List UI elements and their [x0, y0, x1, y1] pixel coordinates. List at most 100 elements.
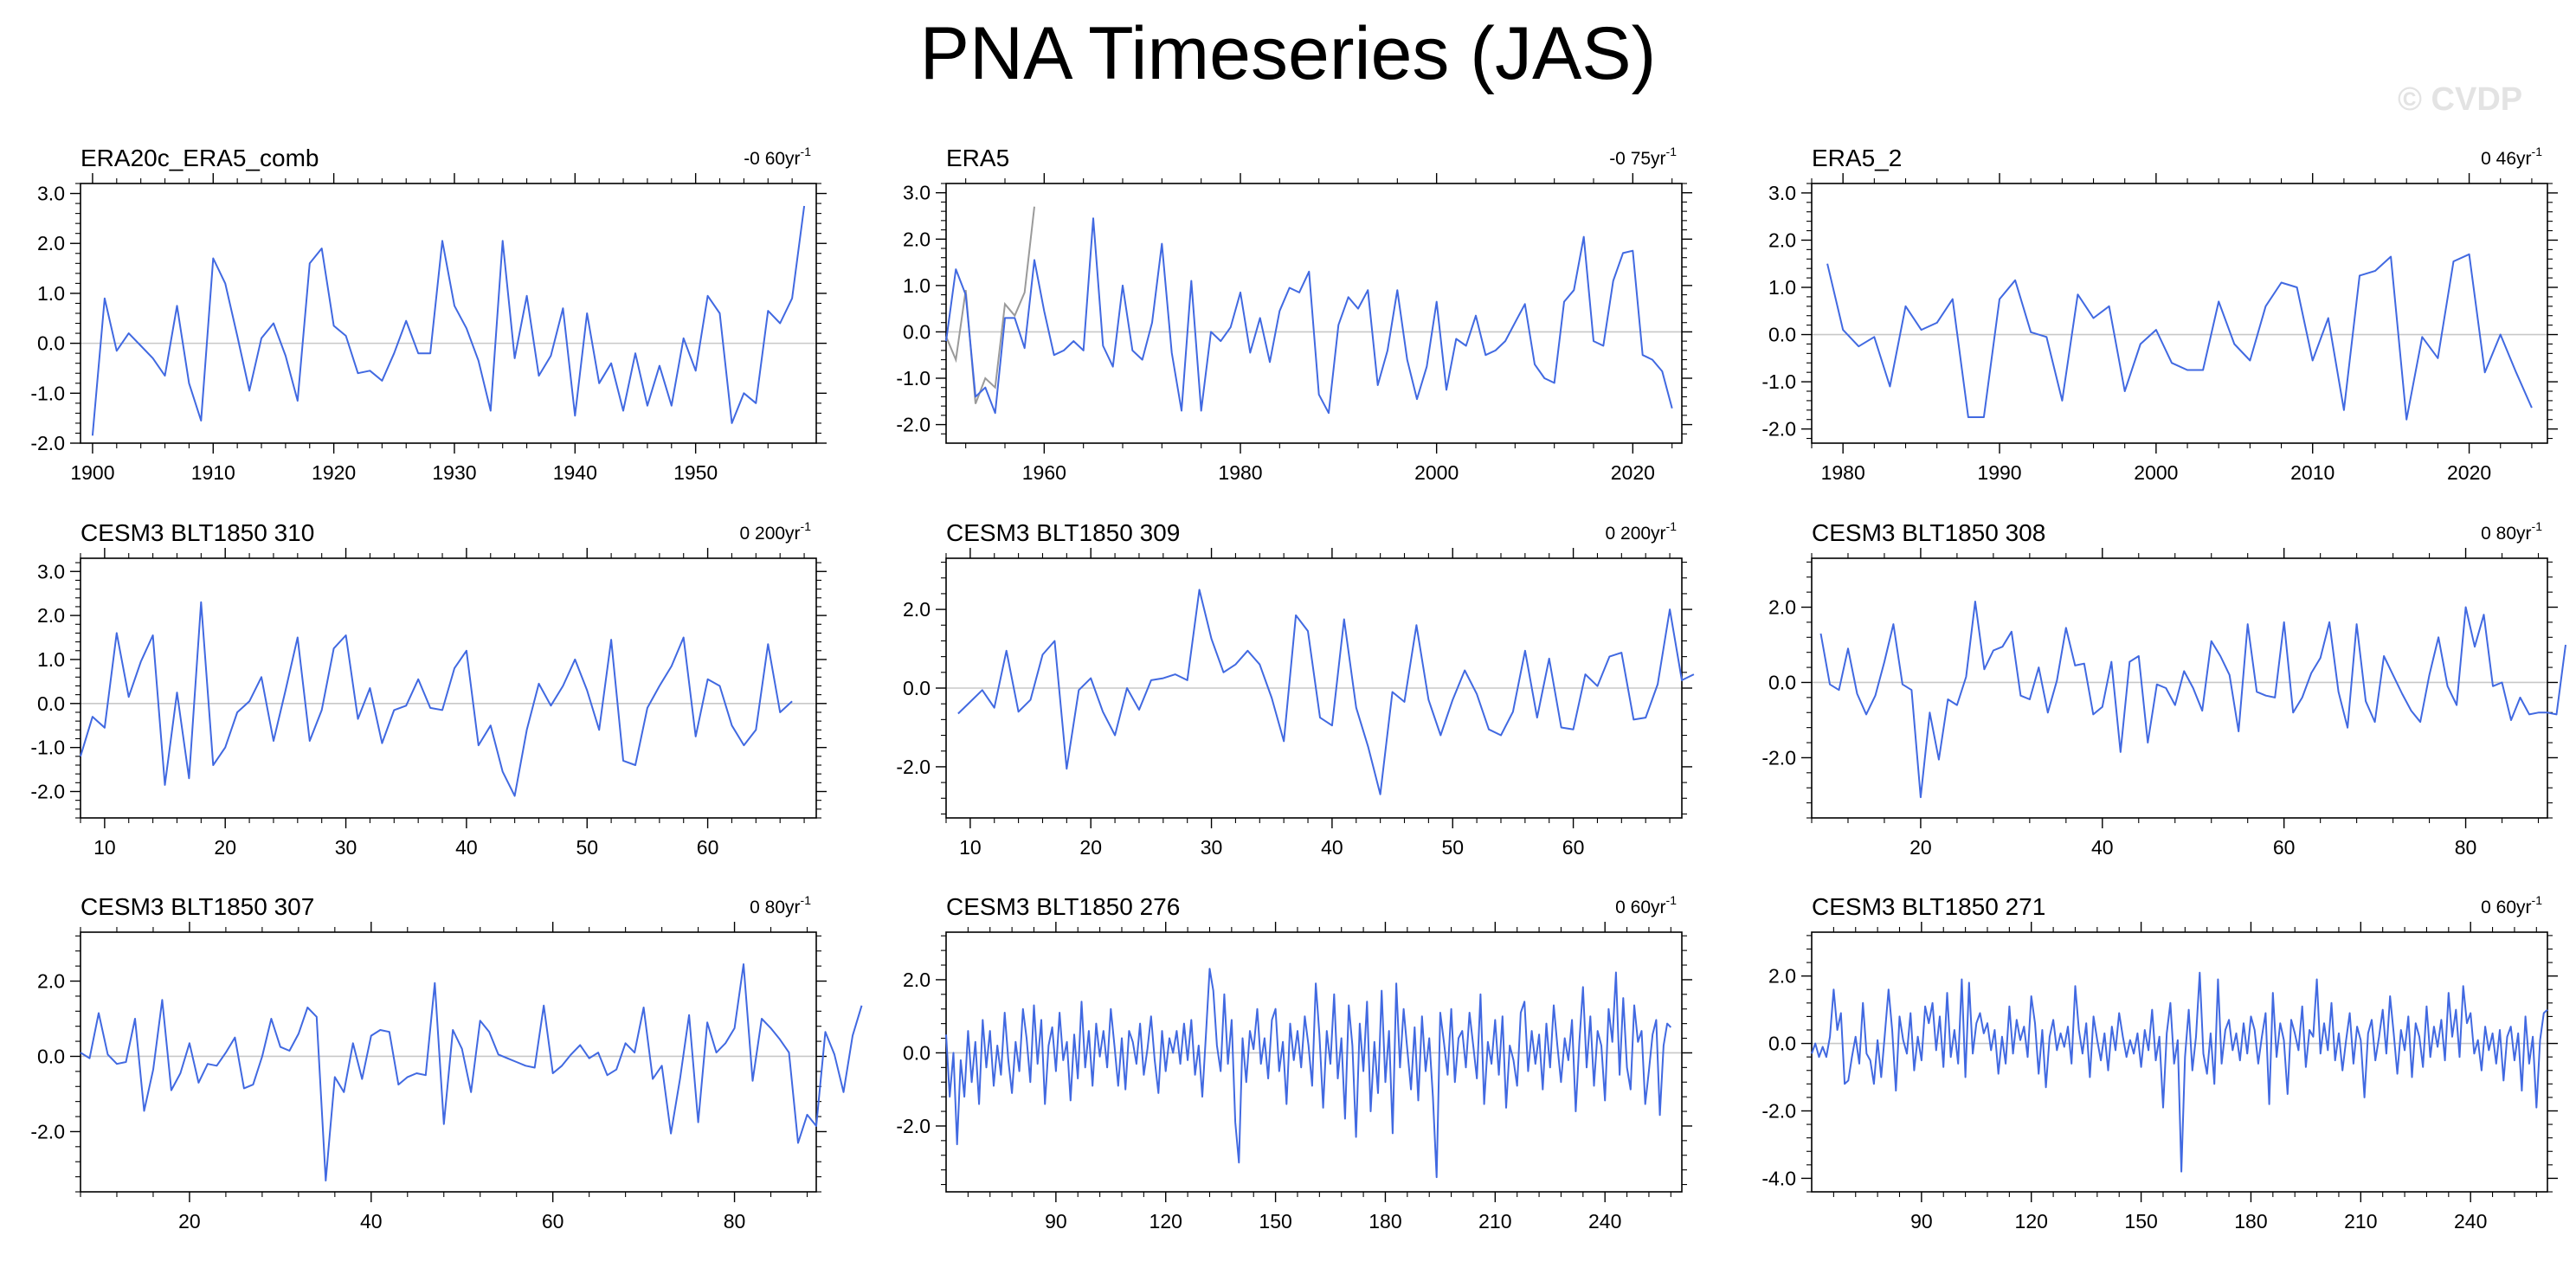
- chart-2-ytick-label: 0.0: [903, 320, 931, 343]
- chart-7-trend-value: 0 80yr: [750, 898, 800, 917]
- chart-2-title: ERA5: [946, 145, 1009, 171]
- chart-3-ytick-label: -2.0: [1761, 418, 1796, 441]
- chart-2-xtick-label: 2000: [1414, 461, 1459, 484]
- chart-2-xtick-label: 1960: [1022, 461, 1066, 484]
- chart-6-xtick-label: 20: [1909, 836, 1932, 859]
- chart-4-ytick-label: 1.0: [37, 648, 65, 671]
- chart-3-ytick-label: 2.0: [1768, 228, 1796, 251]
- chart-4-xtick-label: 40: [455, 836, 478, 859]
- chart-7-xtick-label: 20: [178, 1210, 201, 1233]
- chart-4-xtick-label: 10: [93, 836, 116, 859]
- chart-7-series-line: [80, 963, 863, 1181]
- chart-4-title: CESM3 BLT1850 310: [80, 519, 314, 546]
- chart-4-xtick-label: 50: [576, 836, 598, 859]
- chart-7-xtick-label: 60: [542, 1210, 564, 1233]
- chart-3-xtick-label: 2010: [2290, 461, 2334, 484]
- chart-2-trend-label: -0 75yr-1: [1609, 145, 1677, 169]
- chart-7-ytick-label: -2.0: [30, 1120, 65, 1142]
- chart-8-xtick-label: 120: [1150, 1210, 1182, 1233]
- chart-3-xtick-label: 1990: [1977, 461, 2021, 484]
- chart-9-title: CESM3 BLT1850 271: [1812, 893, 2045, 920]
- chart-3-series-line: [1826, 253, 2533, 421]
- chart-4-ytick-label: 3.0: [37, 560, 65, 583]
- chart-9-xtick-label: 120: [2015, 1210, 2048, 1233]
- chart-3-trend-value: 0 46yr: [2481, 149, 2531, 169]
- chart-1-frame: [80, 183, 817, 444]
- chart-6-series-line: [1819, 601, 2566, 799]
- chart-6-trend-value: 0 80yr: [2481, 524, 2531, 544]
- chart-4-trend-value: 0 200yr: [740, 524, 801, 544]
- chart-4-xtick-label: 20: [214, 836, 236, 859]
- chart-9-panel: CESM3 BLT1850 271 0 60yr-1 90 120 150 180 210 2…: [1761, 893, 2558, 1233]
- chart-4-ytick-label: 0.0: [37, 692, 65, 715]
- chart-9-trend-exponent: -1: [2532, 893, 2543, 907]
- chart-8-xtick-label: 240: [1588, 1210, 1621, 1233]
- chart-2-frame: [945, 183, 1683, 444]
- chart-9-xtick-label: 90: [1910, 1210, 1933, 1233]
- chart-6-panel: CESM3 BLT1850 308 0 80yr-1 20 40 60 80 -2.0 0.0…: [1761, 519, 2566, 859]
- chart-7-frame: [80, 931, 817, 1193]
- chart-2-trend-value: -0 75yr: [1609, 149, 1665, 169]
- chart-8-xtick-label: 180: [1368, 1210, 1401, 1233]
- chart-8-ytick-label: -2.0: [896, 1115, 931, 1137]
- chart-6-ytick-label: 2.0: [1768, 596, 1796, 619]
- chart-5-ytick-label: -2.0: [896, 756, 931, 778]
- chart-1-xtick-label: 1940: [553, 461, 597, 484]
- chart-8-series-line: [945, 968, 1672, 1179]
- chart-2-ytick-label: 2.0: [903, 228, 931, 250]
- chart-5-xtick-label: 60: [1562, 836, 1585, 859]
- chart-9-xtick-label: 240: [2454, 1210, 2487, 1233]
- chart-5-xtick-label: 20: [1079, 836, 1102, 859]
- chart-2-ytick-label: 3.0: [903, 182, 931, 204]
- chart-3-xtick-label: 2020: [2447, 461, 2491, 484]
- chart-1-xtick-label: 1920: [312, 461, 356, 484]
- chart-8-ytick-label: 2.0: [903, 969, 931, 991]
- chart-6-frame: [1811, 557, 2548, 819]
- chart-1-trend-exponent: -1: [801, 145, 812, 158]
- chart-7-ytick-label: 2.0: [37, 970, 65, 993]
- chart-5-title: CESM3 BLT1850 309: [946, 519, 1180, 546]
- chart-4-xtick-label: 60: [697, 836, 719, 859]
- figure-title: PNA Timeseries (JAS): [919, 12, 1657, 95]
- chart-2-xtick-label: 1980: [1218, 461, 1262, 484]
- chart-5-xtick-label: 10: [959, 836, 982, 859]
- chart-8-ytick-label: 0.0: [903, 1041, 931, 1064]
- chart-9-xtick-label: 180: [2234, 1210, 2267, 1233]
- chart-6-ytick-label: 0.0: [1768, 671, 1796, 693]
- chart-1-ytick-label: 1.0: [37, 282, 65, 305]
- chart-1-ytick-label: -2.0: [30, 432, 65, 454]
- chart-5-xtick-label: 30: [1201, 836, 1223, 859]
- chart-5-series-line: [957, 589, 1695, 795]
- chart-3-xtick-label: 1980: [1821, 461, 1865, 484]
- chart-4-series-line: [80, 601, 793, 797]
- chart-9-trend-label: 0 60yr-1: [2481, 893, 2542, 917]
- chart-4-panel: CESM3 BLT1850 310 0 200yr-1 10 20 30 40 50 60 -2…: [30, 519, 827, 859]
- chart-1-series-line: [91, 205, 806, 436]
- chart-7-ytick-label: 0.0: [37, 1045, 65, 1067]
- chart-1-trend-value: -0 60yr: [744, 149, 800, 169]
- chart-8-frame: [945, 931, 1683, 1193]
- chart-6-xtick-label: 60: [2273, 836, 2296, 859]
- chart-8-title: CESM3 BLT1850 276: [946, 893, 1180, 920]
- chart-3-trend-label: 0 46yr-1: [2481, 145, 2542, 169]
- chart-6-trend-label: 0 80yr-1: [2481, 519, 2542, 544]
- chart-5-xtick-label: 40: [1321, 836, 1343, 859]
- chart-4-ytick-label: -2.0: [30, 780, 65, 802]
- chart-3-ytick-label: 0.0: [1768, 324, 1796, 346]
- chart-5-ytick-label: 2.0: [903, 598, 931, 621]
- chart-4-ytick-label: -1.0: [30, 737, 65, 759]
- chart-3-xtick-label: 2000: [2134, 461, 2178, 484]
- chart-6-title: CESM3 BLT1850 308: [1812, 519, 2045, 546]
- chart-6-xtick-label: 80: [2455, 836, 2477, 859]
- chart-8-trend-exponent: -1: [1666, 893, 1678, 907]
- chart-1-xtick-label: 1910: [191, 461, 235, 484]
- chart-1-ytick-label: 0.0: [37, 332, 65, 355]
- chart-1-xtick-label: 1950: [673, 461, 718, 484]
- chart-8-panel: CESM3 BLT1850 276 0 60yr-1 90 120 150 180 210 2…: [896, 893, 1692, 1233]
- chart-8-xtick-label: 210: [1478, 1210, 1511, 1233]
- chart-2-panel: ERA5 -0 75yr-1 1960 1980 2000 2020 -2.0 -1.0 0.0…: [896, 145, 1692, 484]
- chart-4-xtick-label: 30: [335, 836, 357, 859]
- chart-6-trend-exponent: -1: [2532, 519, 2543, 533]
- chart-9-ytick-label: -2.0: [1761, 1099, 1796, 1122]
